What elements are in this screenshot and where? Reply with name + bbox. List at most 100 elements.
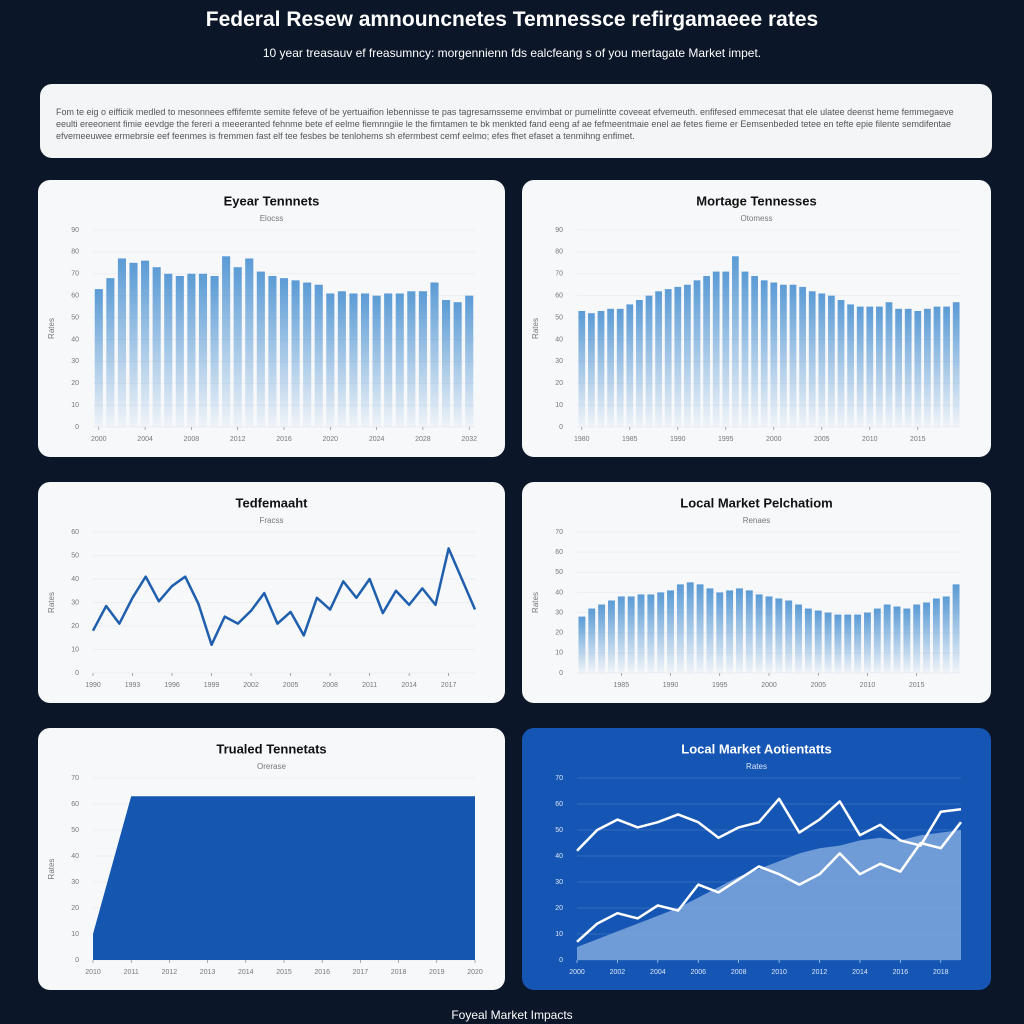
x-tick-label: 2005 <box>814 436 830 443</box>
bar <box>844 614 852 673</box>
bar <box>657 592 665 673</box>
bar <box>430 282 439 427</box>
bar <box>578 616 586 673</box>
y-tick-label: 50 <box>71 827 79 834</box>
x-tick-label: 1985 <box>622 436 638 443</box>
panel <box>38 482 505 703</box>
area <box>577 830 961 960</box>
chart-subtitle: Renaes <box>743 516 771 525</box>
bar <box>608 600 615 673</box>
bar <box>864 612 871 673</box>
y-tick-label: 50 <box>71 552 79 559</box>
y-tick-label: 0 <box>75 670 79 677</box>
bar <box>222 256 231 427</box>
y-tick-label: 40 <box>71 336 79 343</box>
x-tick-label: 2017 <box>353 969 369 976</box>
y-tick-label: 20 <box>555 380 563 387</box>
chart-title: Eyear Tennnets <box>224 193 320 208</box>
y-tick-label: 40 <box>555 336 563 343</box>
bar <box>952 584 960 673</box>
x-tick-label: 2012 <box>812 969 828 976</box>
y-tick-label: 50 <box>555 314 563 321</box>
y-tick-label: 20 <box>71 380 79 387</box>
x-tick-label: 1993 <box>125 682 141 689</box>
y-tick-label: 40 <box>71 853 79 860</box>
bar <box>755 594 763 673</box>
bar <box>291 280 300 427</box>
bar <box>152 267 161 427</box>
bar <box>834 614 842 673</box>
bar <box>637 594 645 673</box>
bar <box>645 295 653 427</box>
y-tick-label: 10 <box>555 650 563 657</box>
bar <box>716 592 724 673</box>
bar <box>789 284 797 427</box>
bar <box>722 271 730 427</box>
x-tick-label: 2000 <box>569 969 585 976</box>
y-tick-label: 0 <box>559 424 563 431</box>
bar <box>795 604 802 673</box>
bar <box>198 273 208 427</box>
bar <box>578 310 586 427</box>
bar <box>780 284 787 427</box>
bar <box>256 271 265 427</box>
y-tick-label: 30 <box>555 609 563 616</box>
bar <box>693 280 701 427</box>
y-tick-label: 10 <box>71 402 79 409</box>
bar <box>337 291 346 427</box>
bar <box>696 584 704 673</box>
bar <box>164 273 173 427</box>
bar <box>770 282 778 427</box>
y-axis-label: Rates <box>47 318 56 339</box>
bar <box>706 588 714 673</box>
chart-subtitle: Elocss <box>260 214 284 223</box>
x-tick-label: 2016 <box>893 969 909 976</box>
y-tick-label: 70 <box>71 271 79 278</box>
bar <box>732 256 739 427</box>
y-axis-label: Rates <box>47 859 56 880</box>
y-tick-label: 70 <box>555 271 563 278</box>
x-tick-label: 2008 <box>731 969 747 976</box>
y-tick-label: 50 <box>555 569 563 576</box>
bar <box>279 278 289 427</box>
bar <box>245 258 254 427</box>
bar <box>686 582 694 673</box>
bar <box>873 608 881 673</box>
y-tick-label: 40 <box>555 589 563 596</box>
x-tick-label: 2000 <box>91 436 107 443</box>
x-tick-label: 2018 <box>391 969 407 976</box>
y-tick-label: 30 <box>555 358 563 365</box>
x-tick-label: 1999 <box>204 682 220 689</box>
x-tick-label: 2016 <box>276 436 292 443</box>
x-tick-label: 2005 <box>283 682 299 689</box>
x-tick-label: 2013 <box>200 969 216 976</box>
bar <box>847 304 854 427</box>
bar <box>349 293 358 427</box>
bar <box>453 302 462 427</box>
x-tick-label: 2032 <box>461 436 477 443</box>
bar <box>837 300 845 427</box>
y-tick-label: 60 <box>71 293 79 300</box>
bar <box>818 293 826 427</box>
x-tick-label: 2011 <box>124 969 139 976</box>
chart-subtitle: Fracss <box>260 516 284 525</box>
y-tick-label: 50 <box>555 827 563 834</box>
bar <box>828 295 835 427</box>
chart-subtitle: Orerase <box>257 762 286 771</box>
bar <box>924 308 931 427</box>
bar <box>187 273 196 427</box>
bar <box>684 284 691 427</box>
x-tick-label: 2015 <box>909 682 925 689</box>
x-tick-label: 2012 <box>162 969 178 976</box>
bar <box>314 284 323 427</box>
bar <box>94 289 103 427</box>
y-tick-label: 0 <box>559 957 563 964</box>
x-tick-label: 2011 <box>362 682 377 689</box>
y-tick-label: 60 <box>555 293 563 300</box>
x-tick-label: 1990 <box>85 682 101 689</box>
y-tick-label: 30 <box>71 358 79 365</box>
y-tick-label: 0 <box>559 670 563 677</box>
bar <box>636 300 643 427</box>
